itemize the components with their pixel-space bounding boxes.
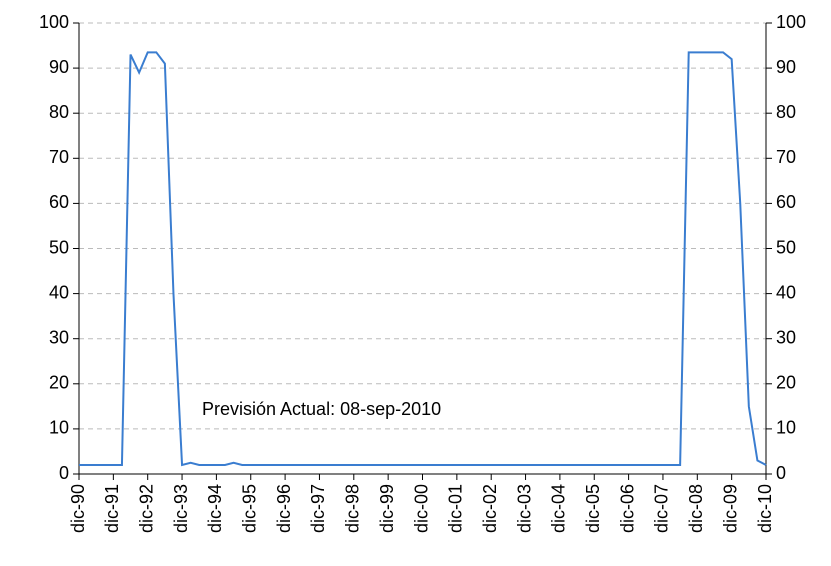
y-tick-label: 100 — [39, 12, 69, 32]
y-tick-label: 40 — [49, 282, 69, 302]
y2-tick-label: 20 — [776, 373, 796, 393]
y-tick-label: 20 — [49, 373, 69, 393]
y-tick-label: 70 — [49, 147, 69, 167]
x-tick-label: dic-91 — [102, 484, 122, 533]
x-tick-label: dic-06 — [617, 484, 637, 533]
x-tick-label: dic-93 — [171, 484, 191, 533]
y-tick-label: 30 — [49, 327, 69, 347]
y2-tick-label: 0 — [776, 463, 786, 483]
y-tick-label: 10 — [49, 418, 69, 438]
y-tick-label: 0 — [59, 463, 69, 483]
x-tick-label: dic-02 — [480, 484, 500, 533]
x-tick-label: dic-99 — [377, 484, 397, 533]
x-tick-label: dic-08 — [686, 484, 706, 533]
x-tick-label: dic-94 — [205, 484, 225, 533]
x-tick-label: dic-04 — [549, 484, 569, 533]
y2-tick-label: 90 — [776, 57, 796, 77]
x-tick-label: dic-05 — [583, 484, 603, 533]
y2-tick-label: 80 — [776, 102, 796, 122]
annotation: Previsión Actual: 08-sep-2010 — [202, 399, 441, 419]
y-tick-label: 80 — [49, 102, 69, 122]
x-tick-label: dic-98 — [343, 484, 363, 533]
x-tick-label: dic-92 — [136, 484, 156, 533]
x-tick-label: dic-10 — [755, 484, 775, 533]
x-tick-label: dic-00 — [411, 484, 431, 533]
y-tick-label: 50 — [49, 237, 69, 257]
x-tick-label: dic-96 — [274, 484, 294, 533]
y2-tick-label: 40 — [776, 282, 796, 302]
y-tick-label: 60 — [49, 192, 69, 212]
y2-tick-label: 10 — [776, 418, 796, 438]
x-tick-label: dic-95 — [240, 484, 260, 533]
x-tick-label: dic-01 — [446, 484, 466, 533]
x-tick-label: dic-07 — [652, 484, 672, 533]
line — [79, 51, 767, 467]
x-tick-label: dic-97 — [308, 484, 328, 533]
y2-tick-label: 70 — [776, 147, 796, 167]
y2-tick-label: 30 — [776, 327, 796, 347]
x-tick-label: dic-09 — [720, 484, 740, 533]
y2-tick-label: 50 — [776, 237, 796, 257]
x-tick-label: dic-03 — [514, 484, 534, 533]
y2-tick-label: 100 — [776, 12, 806, 32]
y-tick-label: 90 — [49, 57, 69, 77]
x-tick-label: dic-90 — [68, 484, 88, 533]
y2-tick-label: 60 — [776, 192, 796, 212]
